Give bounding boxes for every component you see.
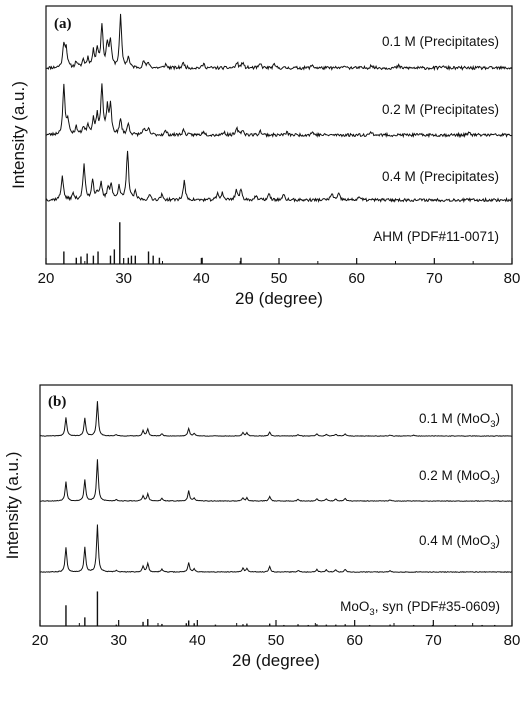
x-tick-label: 50 bbox=[268, 632, 285, 649]
series-label: MoO3, syn (PDF#35-0609) bbox=[340, 599, 500, 618]
y-axis-title: Intensity (a.u.) bbox=[3, 452, 22, 560]
x-tick-label: 80 bbox=[504, 632, 521, 649]
series-label: AHM (PDF#11-0071) bbox=[373, 229, 499, 244]
series-label: 0.4 M (MoO3) bbox=[419, 533, 500, 552]
series-label: 0.2 M (Precipitates) bbox=[382, 102, 499, 117]
x-tick-label: 70 bbox=[426, 270, 443, 287]
series-label: 0.1 M (MoO3) bbox=[419, 411, 500, 430]
x-axis-title: 2θ (degree) bbox=[235, 289, 323, 308]
x-tick-label: 50 bbox=[271, 270, 288, 287]
panel-b-chart: 20 30 40 50 60 70 80 2θ (degree) Intensity (a.u.… bbox=[3, 384, 521, 670]
panel-a-chart: 20 30 40 50 60 70 80 2θ (degree) Intensity (a.u.… bbox=[9, 5, 521, 308]
x-tick-label: 70 bbox=[425, 632, 442, 649]
diffraction-pattern-line bbox=[39, 459, 513, 502]
diffraction-pattern-line bbox=[45, 150, 513, 203]
x-axis-title: 2θ (degree) bbox=[232, 651, 320, 670]
panel-label: (a) bbox=[54, 16, 72, 32]
x-tick-label: 60 bbox=[348, 270, 365, 287]
panel-label: (b) bbox=[48, 394, 66, 410]
series-label: 0.4 M (Precipitates) bbox=[382, 169, 499, 184]
diffraction-pattern-line bbox=[45, 83, 513, 139]
x-tick-label: 40 bbox=[189, 632, 206, 649]
x-tick-label: 30 bbox=[110, 632, 127, 649]
series-label: 0.1 M (Precipitates) bbox=[382, 34, 499, 49]
x-tick-label: 30 bbox=[115, 270, 132, 287]
diffraction-pattern-line bbox=[45, 13, 513, 72]
diffraction-pattern-line bbox=[39, 524, 513, 573]
x-tick-label: 60 bbox=[346, 632, 363, 649]
x-tick-label: 20 bbox=[38, 270, 55, 287]
x-tick-label: 40 bbox=[193, 270, 210, 287]
y-axis-title: Intensity (a.u.) bbox=[9, 81, 28, 189]
series-label: 0.2 M (MoO3) bbox=[419, 468, 500, 487]
x-tick-label: 80 bbox=[504, 270, 521, 287]
diffraction-pattern-line bbox=[39, 401, 513, 437]
x-tick-label: 20 bbox=[32, 632, 49, 649]
